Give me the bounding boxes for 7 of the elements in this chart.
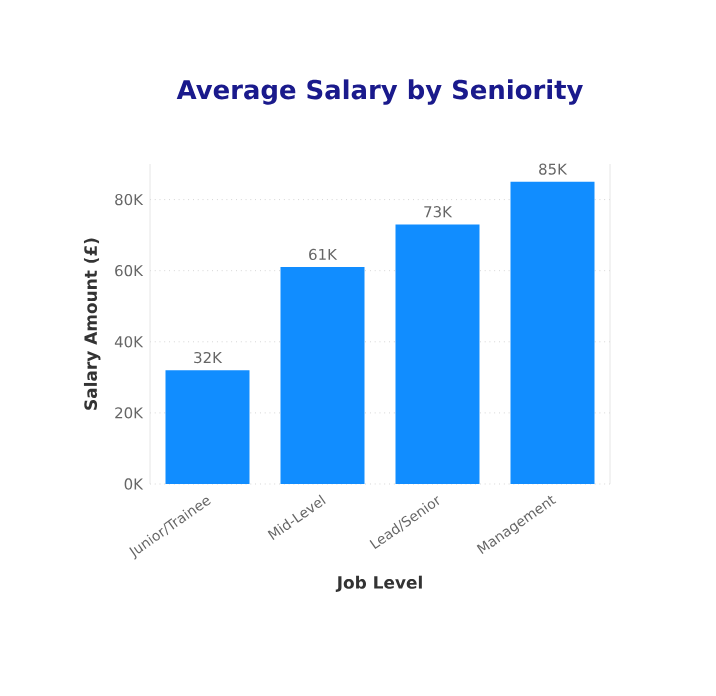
bar: [165, 370, 250, 484]
x-axis-title: Job Level: [335, 575, 422, 592]
bar: [395, 224, 480, 484]
y-axis-title: Salary Amount (£): [83, 238, 101, 410]
bar: [280, 267, 365, 484]
chart-title: Average Salary by Seniority: [176, 79, 583, 105]
bar: [510, 181, 595, 484]
